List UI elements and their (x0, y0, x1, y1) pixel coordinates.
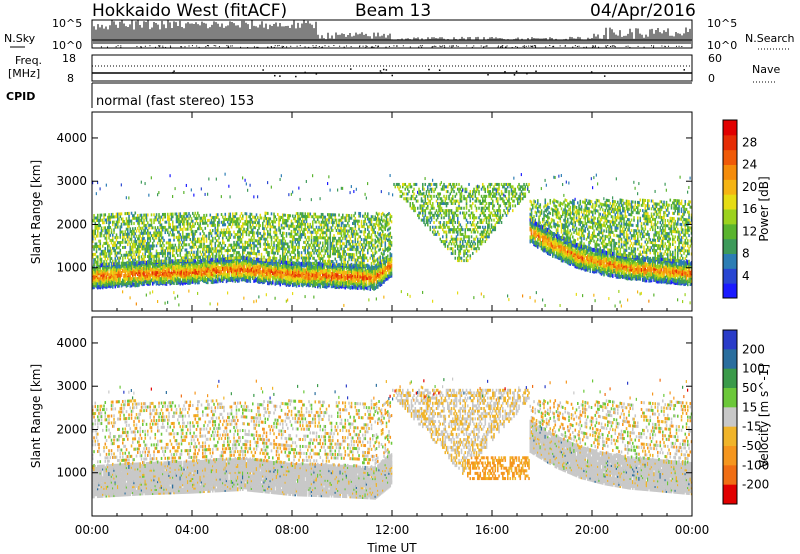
colorbar-swatch (723, 465, 737, 486)
freq-label-top: Freq. (15, 54, 42, 67)
colorbar-swatch (723, 134, 737, 151)
cpid-label: CPID (6, 90, 35, 103)
colorbar-tick-label: 100 (742, 362, 765, 376)
colorbar-tick-label: 8 (742, 247, 750, 261)
colorbar-swatch (723, 484, 737, 505)
freq-tick-top: 18 (62, 52, 76, 65)
power-x-axis (91, 112, 693, 311)
velocity-panel: 1000 2000 3000 4000 00:00 04:00 08:00 12:00 16:… (29, 316, 710, 554)
colorbar-swatch (723, 179, 737, 195)
y-tick-label: 3000 (56, 174, 87, 188)
y-tick-label: 1000 (56, 261, 87, 275)
colorbar-tick-label: 28 (742, 135, 757, 149)
colorbar-tick-label: -15 (742, 420, 762, 434)
noise-tick-top-left: 10^5 (52, 17, 82, 30)
nave-dots (172, 68, 685, 78)
nave-label: Nave (752, 63, 780, 76)
x-tick-label: 00:00 (675, 523, 710, 537)
colorbar-swatch (723, 268, 737, 284)
nsearch-label: N.Search (745, 32, 795, 45)
x-tick-label: 16:00 (475, 523, 510, 537)
velocity-data (92, 377, 693, 500)
colorbar-swatch (723, 209, 737, 225)
colorbar-tick-label: -200 (742, 478, 769, 492)
colorbar-swatch (723, 330, 737, 350)
velocity-y-axis: 1000 2000 3000 4000 (56, 336, 692, 480)
x-tick-label: 12:00 (375, 523, 410, 537)
colorbar-swatch (723, 368, 737, 389)
colorbar-swatch (723, 446, 737, 466)
colorbar-swatch (723, 426, 737, 447)
nsky-label: N.Sky (4, 32, 36, 45)
velocity-x-axis: 00:00 04:00 08:00 12:00 16:00 20:00 00:00 (75, 317, 710, 537)
freq-panel: Freq. [MHz] 18 8 60 0 Nave (8, 52, 780, 85)
cpid-text: normal (fast stereo) 153 (96, 94, 254, 109)
colorbar-tick-label: 15 (742, 400, 757, 414)
power-y-axis: 1000 2000 3000 4000 (56, 131, 692, 275)
velocity-xlabel: Time UT (366, 541, 417, 554)
noise-tick-top-right: 10^5 (707, 17, 737, 30)
colorbar-tick-label: 24 (742, 158, 757, 172)
nave-tick-top: 60 (708, 52, 722, 65)
colorbar-tick-label: 4 (742, 269, 750, 283)
colorbar-swatch (723, 164, 737, 180)
x-tick-label: 20:00 (575, 523, 610, 537)
power-colorbar: 4 8 12 16 20 24 28 Power [dB] (722, 119, 771, 299)
y-tick-label: 2000 (56, 217, 87, 231)
power-panel: 1000 2000 3000 4000 Slant Range [km] (29, 111, 693, 312)
date-label: 04/Apr/2016 (590, 1, 696, 21)
noise-panel: N.Sky 10^5 10^0 10^5 10^0 N.Search (4, 17, 795, 52)
colorbar-tick-label: 50 (742, 381, 757, 395)
x-tick-label: 08:00 (275, 523, 310, 537)
colorbar-swatch (723, 349, 737, 370)
velocity-ylabel: Slant Range [km] (29, 364, 43, 468)
colorbar-swatch (723, 223, 737, 240)
colorbar-tick-label: 12 (742, 224, 757, 238)
noise-tick-bottom-right: 10^0 (707, 39, 737, 52)
cpid-panel: CPID normal (fast stereo) 153 (6, 82, 692, 109)
velocity-colorbar: 200 100 50 15 -15 -50 -100 -200 Velocity [m s^-… (722, 329, 771, 505)
colorbar-tick-label: 20 (742, 180, 757, 194)
colorbar-swatch (723, 120, 737, 136)
nave-tick-bottom: 0 (708, 72, 715, 85)
colorbar-tick-label: 200 (742, 342, 765, 356)
x-tick-label: 04:00 (175, 523, 210, 537)
y-tick-label: 3000 (56, 379, 87, 393)
colorbar-swatch (723, 238, 737, 254)
beam-label: Beam 13 (355, 1, 431, 21)
y-tick-label: 1000 (56, 466, 87, 480)
colorbar-tick-label: 16 (742, 202, 757, 216)
y-tick-label: 4000 (56, 336, 87, 350)
colorbar-swatch (723, 407, 737, 428)
freq-label-bottom: [MHz] (8, 67, 40, 80)
colorbar-swatch (723, 194, 737, 210)
x-tick-label: 00:00 (75, 523, 110, 537)
y-tick-label: 4000 (56, 131, 87, 145)
colorbar-swatch (723, 388, 737, 408)
velocity-colorbar-label: Velocity [m s^-1] (757, 364, 771, 468)
noise-tick-bottom-left: 10^0 (52, 39, 82, 52)
power-colorbar-label: Power [dB] (757, 176, 771, 241)
colorbar-tick-label: -100 (742, 458, 769, 472)
freq-tick-bottom: 8 (67, 72, 74, 85)
colorbar-swatch (723, 253, 737, 269)
y-tick-label: 2000 (56, 422, 87, 436)
colorbar-tick-label: -50 (742, 439, 762, 453)
colorbar-swatch (723, 149, 737, 165)
colorbar-swatch (723, 283, 737, 299)
power-data (92, 172, 693, 308)
noise-sky-trace (91, 20, 692, 48)
power-ylabel: Slant Range [km] (29, 160, 43, 264)
station-title: Hokkaido West (fitACF) (92, 1, 287, 21)
